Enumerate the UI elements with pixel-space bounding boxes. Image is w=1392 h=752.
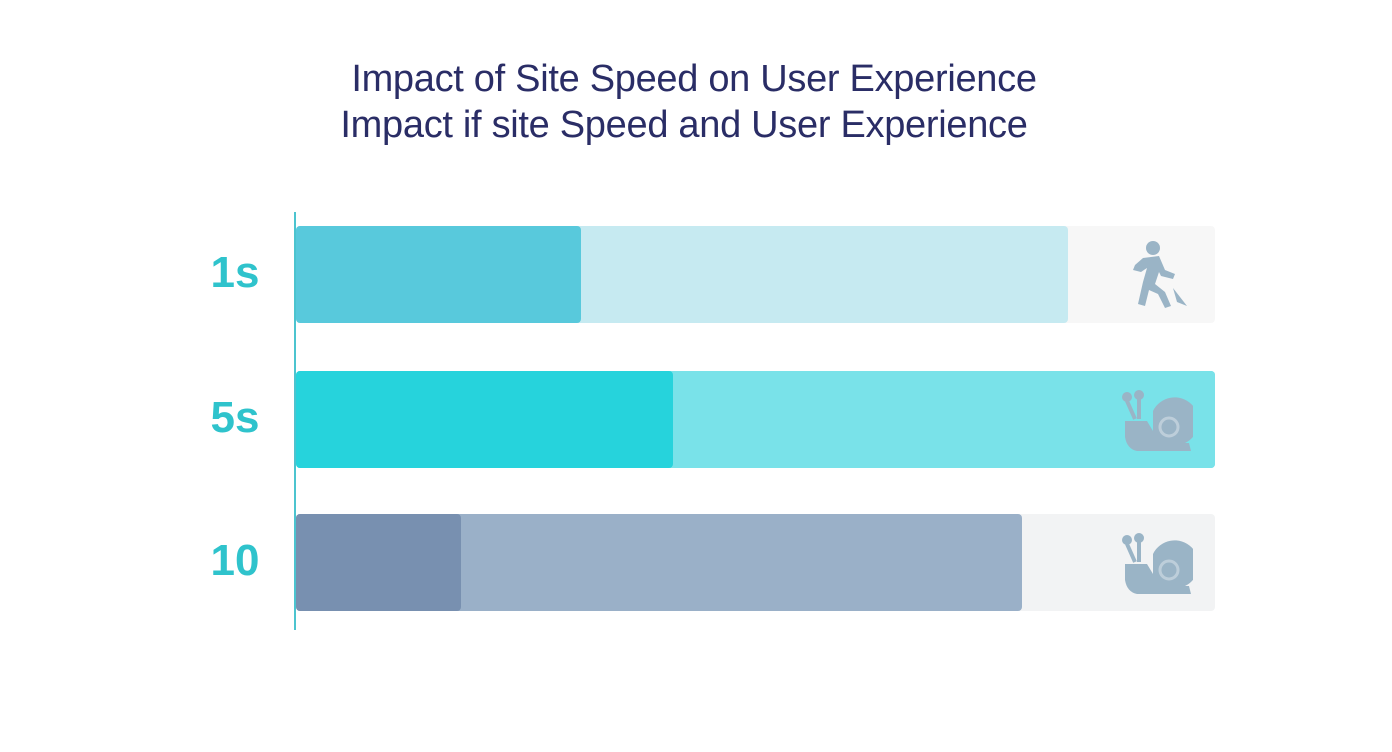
- chart-subtitle: Impact if site Speed and User Experience: [340, 104, 1028, 146]
- running-person-icon: [1113, 236, 1193, 313]
- row-label: 10: [210, 536, 260, 585]
- row-label: 1s: [210, 248, 260, 297]
- bar-track: [296, 226, 1215, 323]
- bar-track: [296, 371, 1215, 468]
- bar-track: [296, 514, 1215, 611]
- y-axis-line: [294, 212, 296, 630]
- snail-icon: [1113, 381, 1193, 458]
- row-label: 5s: [210, 393, 260, 442]
- bar-segment-dark: [296, 514, 462, 611]
- bar-segment-dark: [296, 371, 673, 468]
- bar-segment-dark: [296, 226, 581, 323]
- chart-title: Impact of Site Speed on User Experience: [351, 58, 1037, 100]
- snail-icon: [1113, 524, 1193, 601]
